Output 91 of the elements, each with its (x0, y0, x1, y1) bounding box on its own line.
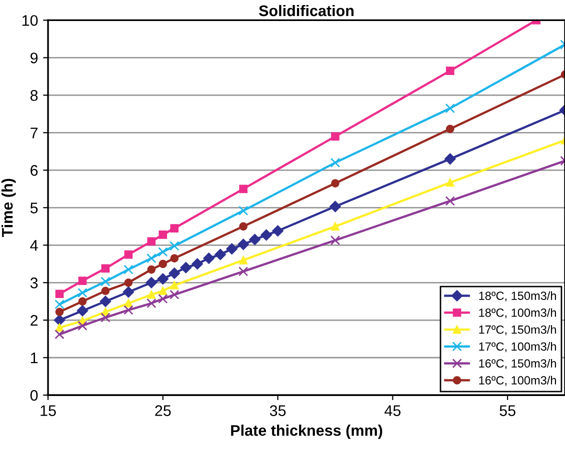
y-tick-label: 5 (30, 202, 38, 214)
point (239, 256, 248, 264)
x-tick-label: 45 (384, 405, 401, 416)
legend-label: 16ºC, 100m3/h (479, 376, 556, 386)
point (170, 224, 179, 232)
point (226, 243, 238, 255)
chart-title: Solidification (259, 4, 354, 16)
point (170, 241, 180, 251)
point (54, 330, 64, 340)
point (54, 300, 64, 310)
point (170, 290, 180, 300)
point (78, 297, 87, 306)
point (147, 237, 156, 246)
point (78, 288, 88, 298)
y-tick-label: 7 (30, 128, 38, 138)
point (168, 268, 180, 279)
point (180, 262, 192, 274)
point (445, 196, 455, 206)
point (54, 314, 66, 326)
point (214, 248, 226, 260)
point (446, 178, 454, 187)
point (272, 225, 284, 237)
point (55, 308, 64, 316)
point (446, 66, 454, 75)
point (203, 252, 214, 264)
y-tick-label: 0 (30, 390, 38, 401)
point (146, 277, 158, 288)
point (445, 103, 455, 114)
point (238, 206, 248, 216)
point (124, 278, 133, 287)
y-tick-label: 6 (30, 165, 38, 176)
point (239, 222, 248, 231)
y-tick-label: 10 (22, 15, 38, 26)
y-tick-label: 4 (30, 240, 38, 251)
y-tick-label: 8 (30, 90, 38, 101)
point (331, 132, 340, 141)
x-tick-label: 55 (500, 405, 516, 416)
y-tick-label: 3 (30, 278, 38, 288)
legend-label: 18ºC, 100m3/h (479, 308, 556, 318)
y-tick-label: 2 (30, 315, 38, 326)
y-axis-title: Time (h) (2, 178, 16, 238)
legend-label: 17ºC, 100m3/h (479, 342, 556, 352)
point (158, 247, 168, 257)
point (260, 229, 272, 241)
legend-label: 18ºC, 150m3/h (479, 291, 556, 302)
point (170, 254, 179, 262)
point (122, 286, 134, 298)
point (157, 273, 169, 284)
point (330, 200, 341, 212)
legend-label: 17ºC, 150m3/h (479, 325, 556, 336)
point (330, 235, 340, 246)
point (158, 230, 168, 239)
point (124, 299, 133, 308)
point (101, 264, 110, 273)
legend-label: 16ºC, 150m3/h (479, 358, 556, 370)
point (238, 238, 249, 250)
point (146, 253, 156, 264)
point (78, 276, 87, 285)
point (146, 298, 156, 308)
point (249, 234, 260, 246)
point (158, 260, 168, 268)
x-tick-label: 25 (155, 405, 171, 416)
point (55, 290, 64, 298)
x-tick-label: 15 (40, 405, 56, 416)
point (330, 158, 340, 168)
point (170, 281, 179, 290)
point (100, 296, 112, 307)
point (192, 258, 203, 270)
point (76, 305, 88, 316)
point (331, 179, 340, 188)
point (147, 265, 156, 274)
point (147, 290, 156, 299)
y-tick-label: 1 (30, 352, 38, 364)
point (78, 320, 88, 331)
point (100, 276, 110, 286)
point (158, 286, 168, 296)
point (55, 323, 64, 332)
point (158, 294, 168, 304)
x-tick-label: 35 (270, 405, 286, 416)
point (239, 184, 248, 194)
point (124, 250, 133, 259)
point (444, 153, 456, 165)
x-axis-title: Plate thickness (mm) (231, 424, 382, 439)
point (124, 264, 134, 274)
point (238, 266, 248, 276)
point (100, 312, 110, 322)
point (101, 286, 110, 296)
point (124, 305, 134, 315)
point (446, 124, 454, 134)
point (331, 222, 340, 231)
y-tick-label: 9 (30, 52, 38, 64)
